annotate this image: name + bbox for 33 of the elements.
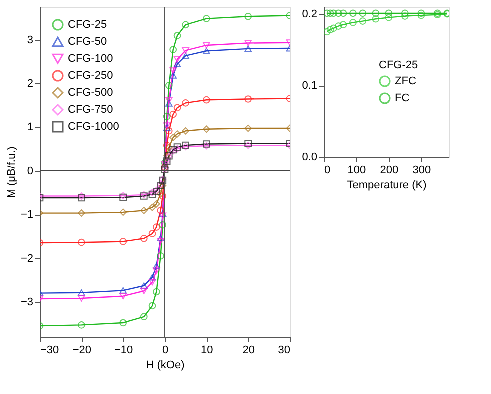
x-tick-label: 300	[412, 164, 432, 176]
y-tick-label: 2	[27, 78, 34, 90]
legend-label: CFG-750	[68, 104, 114, 116]
x-tick-label: 100	[348, 164, 366, 176]
y-tick-label: 3	[27, 34, 34, 46]
legend-label: FC	[395, 92, 410, 104]
y-tick-label: 0.1	[302, 80, 318, 92]
x-tick-label: 10	[201, 344, 214, 356]
y-tick-label: −2	[20, 252, 34, 265]
legend-label: CFG-100	[68, 53, 114, 65]
legend-title: CFG-25	[379, 60, 418, 72]
legend-label: CFG-1000	[68, 121, 120, 133]
y-tick-label: −3	[20, 296, 34, 309]
legend-label: ZFC	[395, 76, 416, 88]
x-axis-title: H (kOe)	[146, 360, 185, 372]
x-tick-label: 200	[380, 164, 399, 176]
x-tick-label: −10	[114, 344, 134, 356]
x-tick-label: 0	[324, 164, 331, 176]
x-tick-label: −20	[72, 344, 92, 356]
x-tick-label: 0	[162, 344, 169, 356]
legend-label: CFG-250	[68, 70, 114, 82]
y-axis-title: M (μB/f.u.)	[6, 146, 18, 198]
x-tick-label: −30	[40, 344, 60, 356]
legend-label: CFG-500	[68, 87, 114, 99]
x-tick-label: 30	[278, 344, 290, 356]
y-tick-label: −1	[20, 209, 34, 222]
legend-label: CFG-50	[68, 36, 108, 48]
x-tick-label: 20	[242, 344, 255, 356]
y-tick-label: 1	[27, 122, 34, 134]
y-tick-label: 0.0	[302, 152, 318, 164]
y-tick-label: 0.2	[302, 8, 318, 21]
x-axis-title: Temperature (K)	[347, 180, 427, 192]
legend-label: CFG-25	[68, 19, 108, 31]
